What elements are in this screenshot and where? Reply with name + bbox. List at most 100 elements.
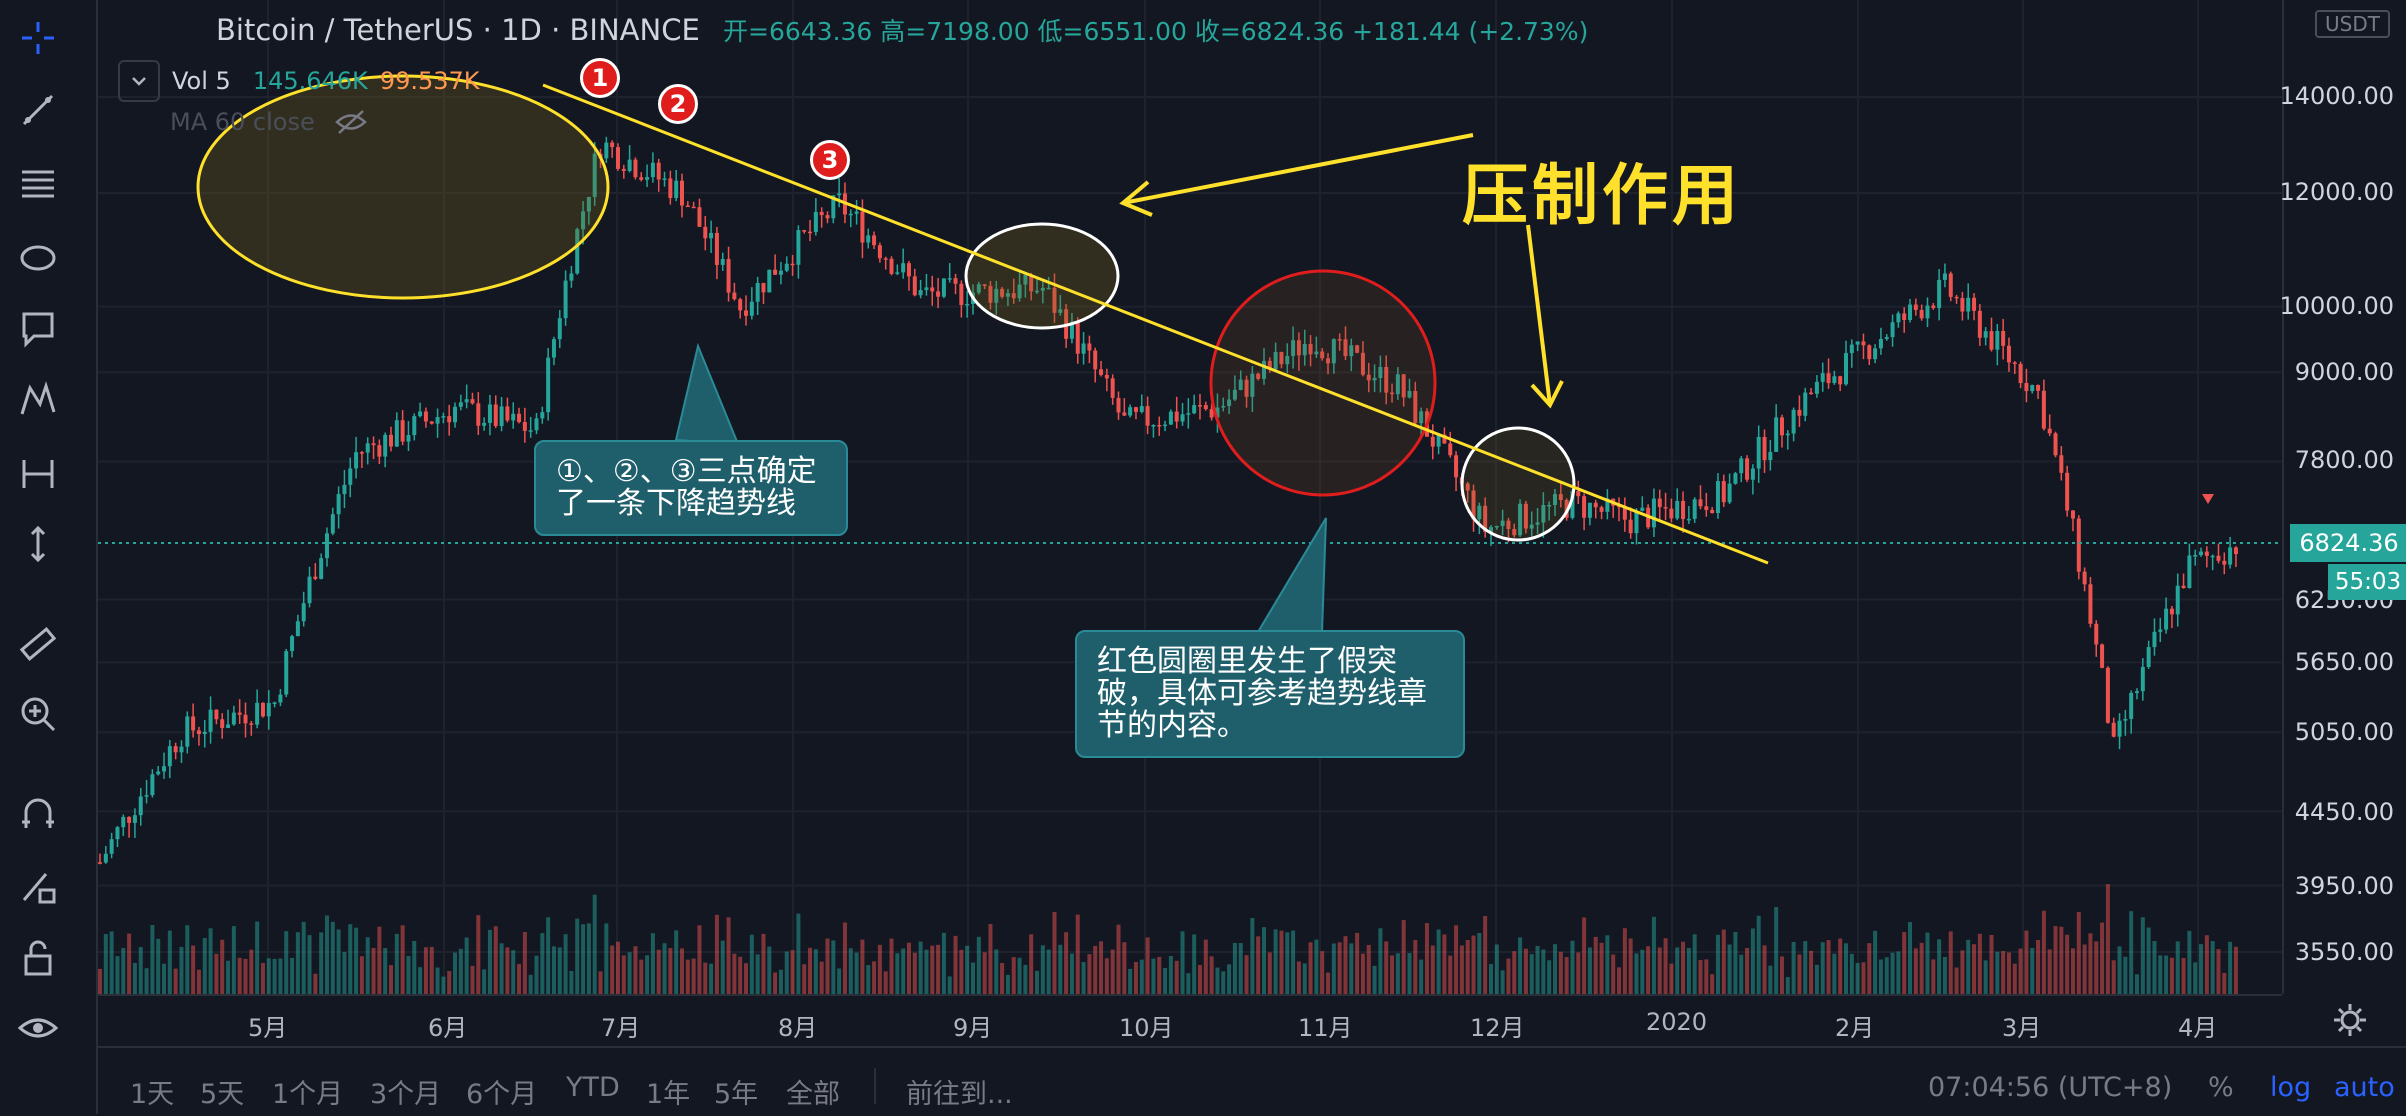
candle-body	[1081, 343, 1086, 354]
volume-bar	[1413, 940, 1418, 994]
candle-body	[476, 403, 481, 426]
volume-bar	[813, 949, 818, 994]
candle-body	[2193, 555, 2198, 557]
candle-body	[383, 434, 388, 457]
volume-bar	[1494, 944, 1499, 994]
volume-bar	[1069, 953, 1074, 994]
candle-body	[266, 702, 271, 717]
magnet-icon[interactable]	[14, 790, 62, 838]
volume-bar	[1972, 944, 1977, 994]
volume-bar	[615, 941, 620, 994]
vertical-arrows-icon[interactable]	[14, 520, 62, 568]
ruler-icon[interactable]	[14, 620, 62, 668]
candle-body	[627, 159, 632, 171]
candle-body	[2233, 547, 2238, 555]
ellipse-icon[interactable]	[14, 234, 62, 282]
chart-pane[interactable]: Bitcoin / TetherUS · 1D · BINANCE 开=6643…	[98, 0, 2282, 994]
volume-bar	[1349, 943, 1354, 994]
volume-bar	[848, 948, 853, 994]
currency-badge[interactable]: USDT	[2315, 10, 2390, 38]
volume-bar	[1803, 941, 1808, 994]
eye-icon[interactable]	[14, 1004, 62, 1052]
hidden-eye-icon[interactable]	[334, 109, 367, 135]
range-6m[interactable]: 6个月	[466, 1079, 538, 1110]
volume-bar	[237, 957, 242, 994]
time-axis[interactable]: 5月 6月 7月 8月 9月 10月 11月 12月 2020 2月 3月 4月	[98, 994, 2282, 1046]
candle-body	[714, 232, 719, 265]
range-divider	[874, 1068, 876, 1104]
volume-bar	[1343, 936, 1348, 994]
volume-bar	[226, 960, 231, 994]
pattern-icon[interactable]	[14, 376, 62, 424]
volume-bar	[1750, 928, 1755, 994]
trend-line-icon[interactable]	[14, 86, 62, 134]
candle-body	[1058, 309, 1063, 313]
volume-bar	[1715, 934, 1720, 994]
candle-body	[895, 272, 900, 274]
lock-drawing-icon[interactable]	[14, 862, 62, 910]
volume-bar	[610, 945, 615, 994]
range-all[interactable]: 全部	[786, 1079, 840, 1110]
volume-bar	[441, 976, 446, 994]
candle-body	[1035, 290, 1040, 293]
comment-icon[interactable]	[14, 304, 62, 352]
range-bar: 1天 5天 1个月 3个月 6个月 YTD 1年 5年 全部 前往到... 07…	[98, 1046, 2406, 1116]
range-3m[interactable]: 3个月	[370, 1079, 442, 1110]
candle-body	[1529, 524, 1534, 529]
candle-body	[1890, 322, 1895, 338]
volume-bar	[1523, 948, 1528, 994]
volume-bar	[1232, 942, 1237, 994]
range-5d[interactable]: 5天	[200, 1079, 245, 1110]
percent-toggle[interactable]: %	[2208, 1072, 2234, 1103]
volume-bar	[1785, 977, 1790, 994]
volume-bar	[377, 926, 382, 994]
measure-range-icon[interactable]	[14, 450, 62, 498]
volume-bar	[965, 945, 970, 994]
collapse-button[interactable]	[118, 60, 160, 102]
volume-bar	[1558, 951, 1563, 994]
settings-gear-icon[interactable]	[2330, 1000, 2370, 1040]
candle-body	[633, 159, 638, 178]
volume-bar	[2181, 958, 2186, 994]
candle-body	[720, 259, 725, 265]
candle-body	[1733, 473, 1738, 484]
volume-bar	[290, 957, 295, 994]
range-1m[interactable]: 1个月	[272, 1079, 344, 1110]
symbol-title[interactable]: Bitcoin / TetherUS · 1D · BINANCE	[216, 13, 700, 47]
goto-date-button[interactable]: 前往到...	[906, 1079, 1013, 1110]
candle-body	[487, 404, 492, 423]
candle-body	[883, 258, 888, 260]
candle-body	[959, 283, 964, 305]
candle-body	[988, 285, 993, 303]
volume-bar	[1320, 951, 1325, 994]
volume-bar	[1587, 947, 1592, 994]
log-toggle[interactable]: log	[2270, 1072, 2312, 1103]
volume-bar	[522, 932, 527, 994]
range-5y[interactable]: 5年	[714, 1079, 759, 1110]
volume-bar	[941, 932, 946, 994]
range-ytd[interactable]: YTD	[566, 1072, 620, 1103]
candle-body	[808, 231, 813, 234]
volume-bar	[1099, 941, 1104, 994]
crosshair-icon[interactable]	[14, 14, 62, 62]
volume-bar	[872, 961, 877, 994]
candle-body	[621, 168, 626, 171]
zoom-in-icon[interactable]	[14, 690, 62, 738]
candle-body	[732, 292, 737, 300]
auto-toggle[interactable]: auto	[2334, 1072, 2395, 1103]
candle-body	[1314, 351, 1319, 355]
candle-body	[1430, 436, 1435, 447]
candle-body	[371, 443, 376, 446]
unlock-icon[interactable]	[14, 934, 62, 982]
candle-body	[1692, 499, 1697, 519]
range-1d[interactable]: 1天	[130, 1079, 175, 1110]
volume-bar	[691, 958, 696, 994]
month-label: 10月	[1119, 1014, 1174, 1042]
candle-body	[1884, 337, 1889, 339]
range-1y[interactable]: 1年	[646, 1079, 691, 1110]
volume-bar	[1640, 949, 1645, 994]
clock-timezone[interactable]: 07:04:56 (UTC+8)	[1928, 1072, 2173, 1103]
candle-body	[1954, 296, 1959, 299]
price-axis[interactable]: USDT 14000.00 12000.00 10000.00 9000.00 …	[2279, 0, 2406, 994]
fib-retracement-icon[interactable]	[14, 160, 62, 208]
